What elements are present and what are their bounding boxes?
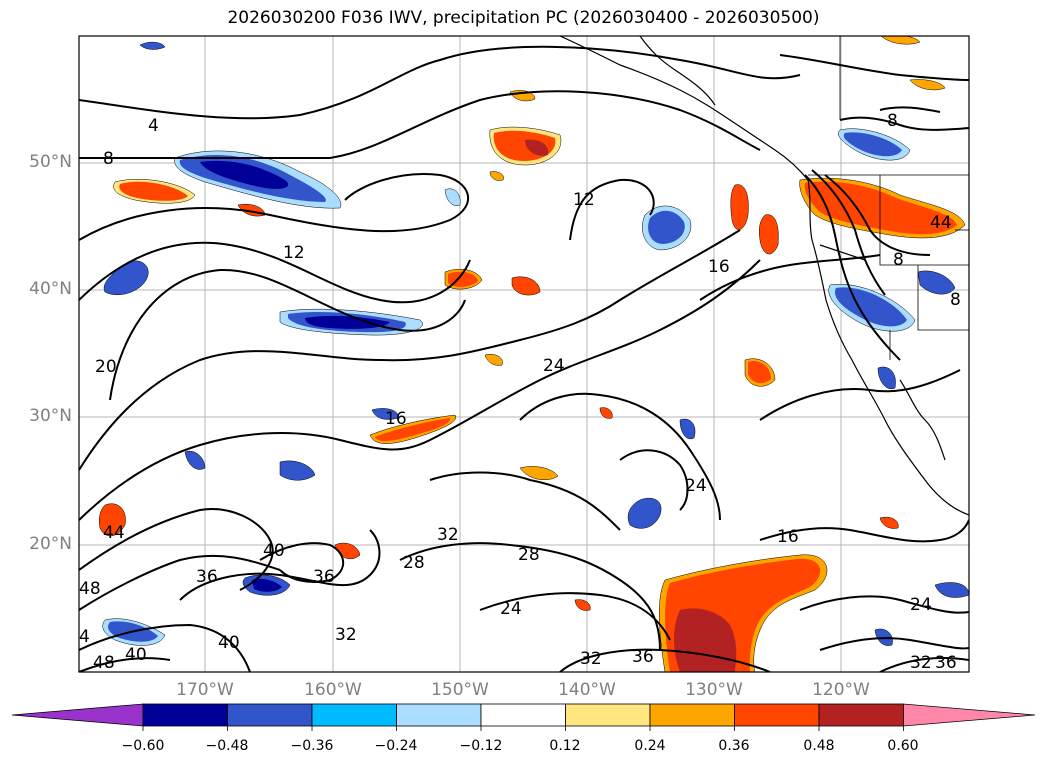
contour-label-36: 36 xyxy=(196,567,218,587)
colorbar-segment xyxy=(480,703,566,727)
contour-label-16c: 16 xyxy=(777,527,799,547)
contour-label-32c: 32 xyxy=(580,649,602,669)
contour-label-36c: 36 xyxy=(632,647,654,667)
colorbar-tick-label: −0.24 xyxy=(374,738,418,754)
colorbar-segment xyxy=(734,703,820,727)
colorbar-tick-label: −0.60 xyxy=(121,738,165,754)
colorbar-tick-label: 0.48 xyxy=(803,738,835,754)
colorbar-tick-label: 0.36 xyxy=(718,738,750,754)
precip-negative-areas xyxy=(102,41,969,646)
colorbar-tick-label: −0.36 xyxy=(290,738,334,754)
contour-label-4: 4 xyxy=(148,116,159,136)
lon-label-120w: 120°W xyxy=(812,680,870,700)
colorbar-segment xyxy=(227,703,313,727)
colorbar-segment xyxy=(565,703,651,727)
contour-label-12: 12 xyxy=(283,243,305,263)
contour-label-28b: 28 xyxy=(403,553,425,573)
map-title: 2026030200 F036 IWV, precipitation PC (2… xyxy=(227,8,820,28)
contour-label-12b: 12 xyxy=(573,190,595,210)
iwv-contours xyxy=(79,45,969,672)
contour-label-4b: 4 xyxy=(79,627,90,647)
colorbar xyxy=(11,703,1036,731)
colorbar-segment xyxy=(396,703,482,727)
contour-label-40c: 40 xyxy=(125,645,147,665)
contour-label-8: 8 xyxy=(103,149,114,169)
contour-label-44b: 44 xyxy=(930,213,952,233)
colorbar-tick-label: −0.48 xyxy=(205,738,249,754)
lat-label-40n: 40°N xyxy=(29,279,72,299)
contour-label-36b: 36 xyxy=(313,567,335,587)
contour-label-48: 48 xyxy=(79,579,101,599)
colorbar-segment xyxy=(649,703,735,727)
contour-label-20: 20 xyxy=(95,357,117,377)
contour-label-32b: 32 xyxy=(335,625,357,645)
coastlines xyxy=(559,36,969,516)
contour-label-8b: 8 xyxy=(887,111,898,131)
contour-label-16b: 16 xyxy=(385,409,407,429)
colorbar-tick-label: 0.12 xyxy=(549,738,581,754)
lon-label-130w: 130°W xyxy=(685,680,743,700)
contour-label-36d: 36 xyxy=(935,653,957,673)
lon-label-150w: 150°W xyxy=(431,680,489,700)
colorbar-tick-label: −0.12 xyxy=(459,738,503,754)
map-frame xyxy=(78,35,970,673)
lon-label-160w: 160°W xyxy=(304,680,362,700)
contour-label-40: 40 xyxy=(263,541,285,561)
borders xyxy=(808,36,969,360)
colorbar-segment xyxy=(311,703,397,727)
colorbar-tick-label: 0.60 xyxy=(887,738,919,754)
lon-label-140w: 140°W xyxy=(558,680,616,700)
lat-label-30n: 30°N xyxy=(29,406,72,426)
lon-label-170w: 170°W xyxy=(176,680,234,700)
contour-labels: 4 8 12 12 16 16 16 20 24 24 24 24 28 28 … xyxy=(79,111,961,673)
contour-label-40b: 40 xyxy=(218,633,240,653)
contour-label-24: 24 xyxy=(543,356,565,376)
contour-label-8c: 8 xyxy=(893,250,904,270)
colorbar-tick-label: 0.24 xyxy=(634,738,666,754)
lat-label-20n: 20°N xyxy=(29,534,72,554)
contour-label-8d: 8 xyxy=(950,290,961,310)
contour-label-24b: 24 xyxy=(685,476,707,496)
contour-label-44: 44 xyxy=(103,523,125,543)
colorbar-extend-high xyxy=(903,703,1036,727)
lat-label-50n: 50°N xyxy=(29,152,72,172)
contour-label-24c: 24 xyxy=(500,599,522,619)
colorbar-extend-low xyxy=(11,703,144,727)
colorbar-segment xyxy=(818,703,904,727)
contour-label-48b: 48 xyxy=(93,653,115,673)
colorbar-segment xyxy=(142,703,228,727)
contour-label-28: 28 xyxy=(518,545,540,565)
contour-label-32: 32 xyxy=(437,525,459,545)
contour-label-32d: 32 xyxy=(910,653,932,673)
contour-label-24d: 24 xyxy=(910,595,932,615)
contour-label-16: 16 xyxy=(708,257,730,277)
